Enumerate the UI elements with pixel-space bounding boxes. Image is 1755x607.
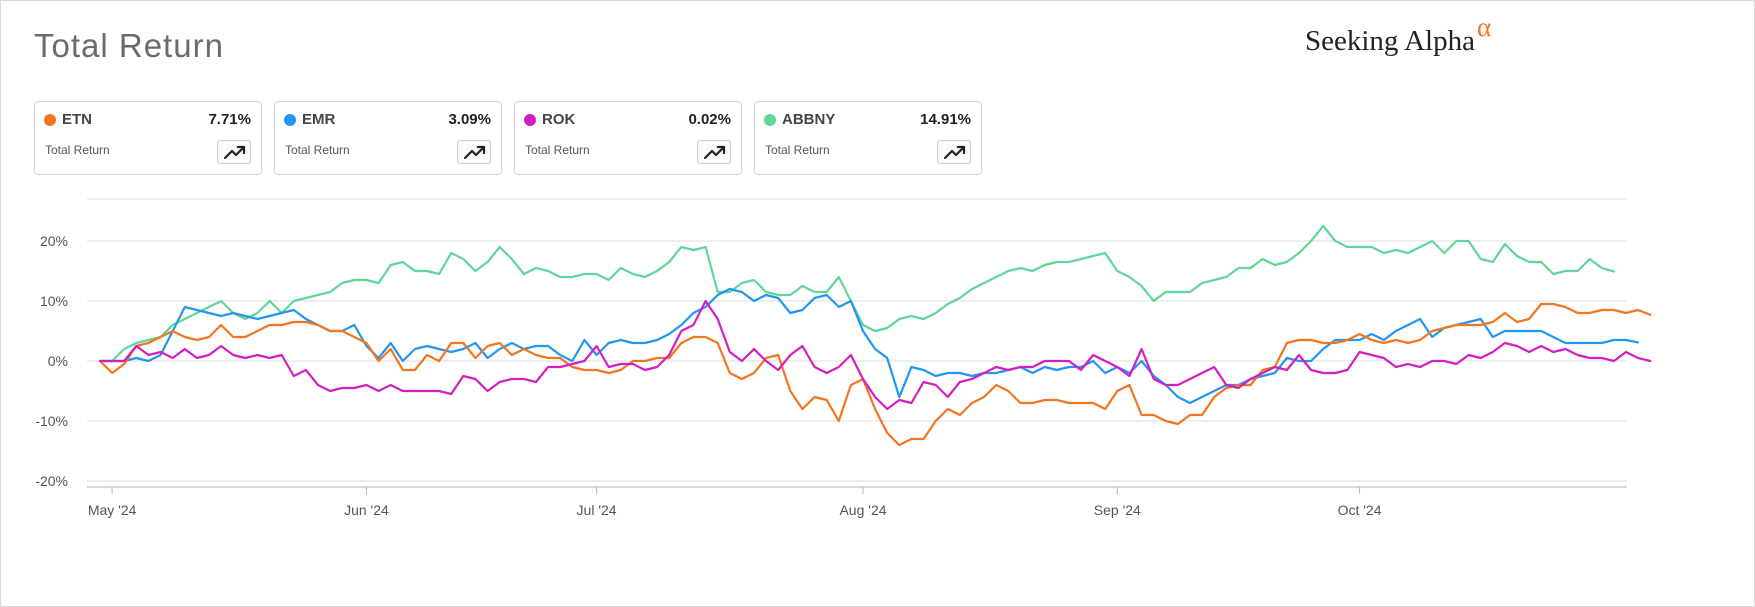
series-line-etn (98, 302, 1652, 447)
series-color-dot (44, 114, 56, 126)
y-tick-label: 0% (48, 353, 68, 369)
return-value: 0.02% (688, 111, 731, 128)
return-value: 7.71% (208, 111, 251, 128)
trending-up-icon (223, 145, 246, 160)
x-tick-label: Sep '24 (1094, 502, 1141, 518)
x-tick-label: Aug '24 (839, 502, 886, 518)
alpha-mark: α (1476, 12, 1492, 42)
return-value: 14.91% (920, 111, 971, 128)
return-caption: Total Return (525, 143, 590, 157)
y-tick-label: -20% (35, 473, 68, 489)
y-tick-label: 20% (40, 233, 68, 249)
ticker-label: ABBNY (782, 111, 836, 128)
seeking-alpha-logo: Seeking Alphaα (1305, 12, 1491, 58)
legend-card-abbny[interactable]: ABBNY 14.91% Total Return (754, 101, 982, 175)
return-caption: Total Return (285, 143, 350, 157)
y-tick-label: 10% (40, 293, 68, 309)
line-chart: 20% 10% 0% -10% -20% May '24 Jun '24 Jul '24 Aug… (35, 198, 1652, 518)
trend-chart-button[interactable] (457, 140, 491, 164)
return-caption: Total Return (45, 143, 110, 157)
trend-chart-button[interactable] (937, 140, 971, 164)
series-line-emr (98, 287, 1640, 405)
ticker-label: ETN (62, 111, 92, 128)
series-line-rok (98, 299, 1652, 411)
x-tick-label: May '24 (88, 502, 137, 518)
trend-chart-button[interactable] (217, 140, 251, 164)
legend-card-etn[interactable]: ETN 7.71% Total Return (34, 101, 262, 175)
x-tick-label: Oct '24 (1338, 502, 1382, 518)
ticker-label: EMR (302, 111, 336, 128)
x-tick-label: Jul '24 (577, 502, 617, 518)
trending-up-icon (463, 145, 486, 160)
series-color-dot (764, 114, 776, 126)
return-caption: Total Return (765, 143, 830, 157)
trend-chart-button[interactable] (697, 140, 731, 164)
series-line-abbny (98, 224, 1616, 363)
trending-up-icon (703, 145, 726, 160)
page-title: Total Return (34, 27, 224, 64)
legend-card-emr[interactable]: EMR 3.09% Total Return (274, 101, 502, 175)
series-color-dot (524, 114, 536, 126)
y-tick-label: -10% (35, 413, 68, 429)
trending-up-icon (943, 145, 966, 160)
series-color-dot (284, 114, 296, 126)
legend-card-rok[interactable]: ROK 0.02% Total Return (514, 101, 742, 175)
return-value: 3.09% (448, 111, 491, 128)
x-tick-label: Jun '24 (344, 502, 389, 518)
ticker-label: ROK (542, 111, 576, 128)
brand-name: Seeking Alpha (1305, 25, 1475, 57)
